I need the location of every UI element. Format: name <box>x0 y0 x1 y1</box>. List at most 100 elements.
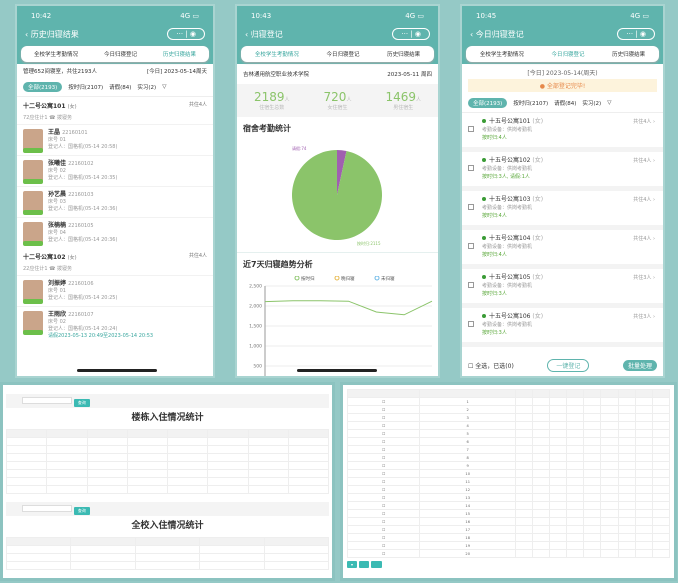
row-checkbox[interactable]: ☐ <box>346 461 421 470</box>
action-button-2[interactable] <box>371 561 382 568</box>
row-checkbox[interactable]: ☐ <box>346 397 421 406</box>
room-item[interactable]: 十五号公寓103 (女) 考勤设备：供岗考勤机 按时归:4人 共住4人 › <box>462 191 663 230</box>
room-item[interactable]: 十五号公寓106 (女) 考勤设备：供岗考勤机 按时归:3人 共住3人 › <box>462 308 663 347</box>
tab-history[interactable]: 历史归寝结果 <box>387 52 421 58</box>
table-row[interactable]: ☐ 16 <box>346 517 671 526</box>
room-checkbox[interactable] <box>468 282 474 288</box>
row-checkbox[interactable]: ☐ <box>346 493 421 502</box>
list-item[interactable]: 张楠楠 22160105 床号 04 登记人：国格机(05-14 20:36) <box>17 217 213 248</box>
table-row[interactable]: ☐ 15 <box>346 509 671 518</box>
filter-tab[interactable]: 按时归(2107) <box>513 101 549 107</box>
table-row[interactable]: ☐ 2 <box>346 405 671 414</box>
filter-icon[interactable]: ▽ <box>162 84 167 90</box>
column-header[interactable] <box>566 389 585 398</box>
query-button[interactable]: 查询 <box>73 399 90 407</box>
filter-tab[interactable]: 实习(2) <box>582 101 602 107</box>
list-item[interactable]: 刘振婷 22160106 床号 01 登记人：国格机(05-14 20:25) <box>17 275 213 306</box>
room-header[interactable]: 十二号公寓101 (女) 共住4人 <box>17 97 213 114</box>
capsule-menu[interactable]: ··· | ◉ <box>167 28 205 40</box>
row-checkbox[interactable]: ☐ <box>346 549 421 558</box>
row-checkbox[interactable]: ☐ <box>346 509 421 518</box>
one-click-register-button[interactable]: 一键登记 <box>547 358 590 372</box>
filter-tab[interactable]: 全部(2193) <box>23 82 63 92</box>
column-header[interactable] <box>651 389 671 398</box>
table-row[interactable]: ☐ 3 <box>346 413 671 422</box>
tab-school[interactable]: 全校学生考勤情况 <box>33 52 78 58</box>
table-row[interactable]: ☐ 20 <box>346 549 671 558</box>
room-item[interactable]: 十五号公寓105 (女) 考勤设备：供岗考勤机 按时归:3人 共住3人 › <box>462 269 663 308</box>
room-header[interactable]: 十二号公寓102 (女) 共住4人 <box>17 248 213 265</box>
row-checkbox[interactable]: ☐ <box>346 533 421 542</box>
select-all-checkbox[interactable]: ☐ 全选，已选(0) <box>468 362 514 370</box>
building-select[interactable] <box>22 397 72 404</box>
column-header[interactable] <box>419 389 516 398</box>
tab-today[interactable]: 今日归寝登记 <box>551 52 585 58</box>
table-row[interactable]: ☐ 17 <box>346 525 671 534</box>
table-row[interactable]: ☐ 12 <box>346 485 671 494</box>
room-item[interactable]: 十五号公寓102 (女) 考勤设备：供岗考勤机 按时归:3人, 请假:1人 共住4人 … <box>462 152 663 191</box>
table-row[interactable]: ☐ 1 <box>346 397 671 406</box>
row-checkbox[interactable]: ☐ <box>346 485 421 494</box>
table-row[interactable]: ☐ 4 <box>346 421 671 430</box>
capsule-menu[interactable]: ··· | ◉ <box>617 28 655 40</box>
row-checkbox[interactable]: ☐ <box>346 445 421 454</box>
column-header[interactable] <box>617 389 636 398</box>
table-row[interactable]: ☐ 18 <box>346 533 671 542</box>
table-row[interactable]: ☐ 10 <box>346 469 671 478</box>
row-checkbox[interactable]: ☐ <box>346 437 421 446</box>
school-select[interactable] <box>22 505 72 512</box>
list-item[interactable]: 王晶 22160101 床号 01 登记人：国格机(05-14 20:58) <box>17 124 213 155</box>
column-header[interactable] <box>346 389 421 398</box>
row-checkbox[interactable]: ☐ <box>346 541 421 550</box>
school-select[interactable]: 吉林通用航空职业技术学院 <box>243 72 310 78</box>
list-item[interactable]: 孙艺晨 22160103 床号 03 登记人：国格机(05-14 20:36) <box>17 186 213 217</box>
column-header[interactable] <box>532 389 551 398</box>
tab-today[interactable]: 今日归寝登记 <box>103 52 137 58</box>
room-item[interactable]: 十五号公寓101 (女) 考勤设备：供岗考勤机 按时归:4人 共住4人 › <box>462 113 663 152</box>
filter-tab[interactable]: 全部(2193) <box>468 98 508 108</box>
back-button[interactable]: ‹ 归寝登记 <box>245 29 283 39</box>
filter-icon[interactable]: ▽ <box>607 100 612 106</box>
batch-process-button[interactable]: 批量处理 <box>622 359 657 371</box>
row-checkbox[interactable]: ☐ <box>346 453 421 462</box>
list-item[interactable]: 张曦佳 22160102 床号 02 登记人：国格机(05-14 20:35) <box>17 155 213 186</box>
column-header[interactable] <box>634 389 653 398</box>
room-checkbox[interactable] <box>468 204 474 210</box>
column-header[interactable] <box>600 389 619 398</box>
column-header[interactable] <box>583 389 602 398</box>
tab-today[interactable]: 今日归寝登记 <box>326 52 360 58</box>
room-checkbox[interactable] <box>468 243 474 249</box>
room-item[interactable]: 十五号公寓104 (女) 考勤设备：供岗考勤机 按时归:4人 共住4人 › <box>462 230 663 269</box>
row-checkbox[interactable]: ☐ <box>346 421 421 430</box>
row-checkbox[interactable]: ☐ <box>346 429 421 438</box>
list-item[interactable]: 王雨欣 22160107 床号 02 登记人：国格机(05-14 20:24) 请假2… <box>17 306 213 344</box>
room-checkbox[interactable] <box>468 165 474 171</box>
query-button[interactable]: 查询 <box>73 507 90 515</box>
table-row[interactable]: ☐ 7 <box>346 445 671 454</box>
back-button[interactable]: ‹ 历史归寝结果 <box>25 29 79 39</box>
action-button[interactable] <box>358 561 370 568</box>
room-checkbox[interactable] <box>468 321 474 327</box>
filter-tab[interactable]: 按时归(2107) <box>68 85 104 91</box>
date-select[interactable]: 2023-05-11 周四 <box>387 72 432 78</box>
row-checkbox[interactable]: ☐ <box>346 405 421 414</box>
table-row[interactable]: ☐ 11 <box>346 477 671 486</box>
table-row[interactable]: ☐ 9 <box>346 461 671 470</box>
table-row[interactable]: ☐ 13 <box>346 493 671 502</box>
tab-school[interactable]: 全校学生考勤情况 <box>254 52 299 58</box>
tab-history[interactable]: 历史归寝结果 <box>162 52 196 58</box>
table-row[interactable]: ☐ 8 <box>346 453 671 462</box>
filter-tab[interactable]: 请假(84) <box>554 101 577 107</box>
table-row[interactable]: ☐ 6 <box>346 437 671 446</box>
row-checkbox[interactable]: ☐ <box>346 413 421 422</box>
export-button[interactable]: ▾ <box>347 561 358 568</box>
tab-school[interactable]: 全校学生考勤情况 <box>479 52 524 58</box>
date-picker[interactable]: [今日] 2023-05-14周天 <box>146 69 207 75</box>
row-checkbox[interactable]: ☐ <box>346 525 421 534</box>
tab-history[interactable]: 历史归寝结果 <box>612 52 646 58</box>
row-checkbox[interactable]: ☐ <box>346 477 421 486</box>
filter-tab[interactable]: 实习(2) <box>137 85 157 91</box>
table-row[interactable]: ☐ 19 <box>346 541 671 550</box>
column-header[interactable] <box>549 389 568 398</box>
table-row[interactable]: ☐ 5 <box>346 429 671 438</box>
